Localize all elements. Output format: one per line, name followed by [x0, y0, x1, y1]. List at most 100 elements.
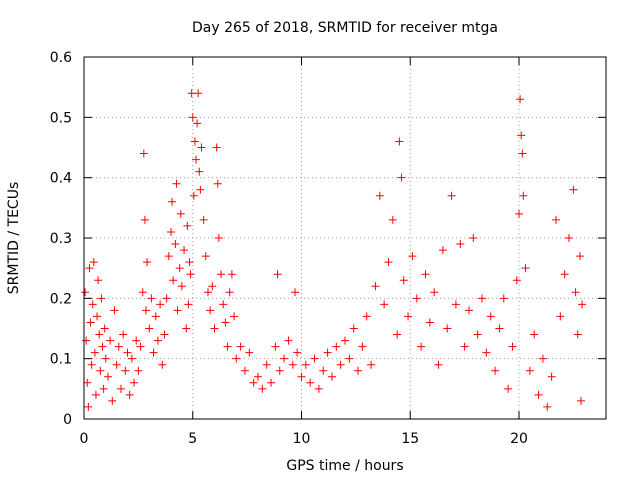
data-point [517, 131, 526, 140]
data-point [189, 191, 198, 200]
data-point [225, 288, 234, 297]
data-point [447, 191, 456, 200]
data-point [362, 312, 371, 321]
data-point [404, 312, 413, 321]
data-point [275, 366, 284, 375]
data-point [417, 342, 426, 351]
data-point [223, 342, 232, 351]
data-point [227, 270, 236, 279]
data-point [434, 360, 443, 369]
y-tick-label: 0.5 [50, 110, 72, 126]
data-point [164, 252, 173, 261]
data-point [399, 276, 408, 285]
data-point [367, 360, 376, 369]
data-point [156, 300, 165, 309]
y-axis-label: SRMTID / TECUs [6, 182, 22, 295]
data-point [473, 330, 482, 339]
data-point [100, 324, 109, 333]
data-point [456, 240, 465, 249]
data-point [297, 372, 306, 381]
data-point [499, 294, 508, 303]
data-point [425, 318, 434, 327]
data-point [86, 318, 95, 327]
data-point [149, 348, 158, 357]
data-point [81, 288, 90, 297]
data-point [119, 330, 128, 339]
x-tick-label: 5 [188, 431, 197, 447]
data-point [210, 324, 219, 333]
data-point [194, 89, 203, 98]
data-point [162, 294, 171, 303]
data-point [521, 264, 530, 273]
data-point [160, 330, 169, 339]
data-point [140, 215, 149, 224]
data-point [543, 402, 552, 411]
data-point [571, 288, 580, 297]
data-point [349, 324, 358, 333]
data-point [192, 155, 201, 164]
data-point [85, 264, 94, 273]
data-point [547, 372, 556, 381]
data-point [212, 143, 221, 152]
data-point [108, 396, 117, 405]
data-point [332, 342, 341, 351]
data-point [495, 324, 504, 333]
data-point [438, 246, 447, 255]
data-point [94, 276, 103, 285]
data-point [195, 167, 204, 176]
data-point [560, 270, 569, 279]
data-point [196, 185, 205, 194]
data-point [221, 318, 230, 327]
data-point [193, 119, 202, 128]
data-point [232, 354, 241, 363]
data-point [217, 270, 226, 279]
data-point [121, 366, 130, 375]
x-tick-label: 0 [80, 431, 89, 447]
data-point [516, 95, 525, 104]
data-point [167, 227, 175, 236]
data-point [491, 366, 500, 375]
data-point [190, 137, 199, 146]
data-point [267, 378, 276, 387]
data-point [96, 366, 105, 375]
data-point [183, 221, 192, 230]
data-point [123, 348, 132, 357]
data-point [515, 209, 523, 218]
y-tick-label: 0.3 [50, 231, 72, 247]
data-point [230, 312, 239, 321]
data-point [273, 270, 282, 279]
data-point [186, 270, 195, 279]
data-point [95, 330, 104, 339]
chart-title: Day 265 of 2018, SRMTID for receiver mtg… [192, 20, 498, 36]
data-point [327, 372, 336, 381]
data-point [99, 384, 108, 393]
data-point [504, 384, 513, 393]
data-point [578, 300, 587, 309]
data-point [134, 366, 143, 375]
y-tick-label: 0.1 [50, 352, 72, 368]
data-point [388, 215, 397, 224]
data-point [569, 185, 578, 194]
x-axis-label: GPS time / hours [286, 458, 403, 474]
data-point [219, 300, 228, 309]
data-point [397, 173, 406, 182]
data-point [201, 252, 210, 261]
data-point [93, 312, 102, 321]
data-point [565, 234, 574, 242]
data-point [354, 366, 363, 375]
data-point [147, 294, 156, 303]
data-point [254, 372, 262, 381]
data-point [421, 270, 430, 279]
data-point [301, 360, 310, 369]
data-point [182, 324, 191, 333]
data-point [168, 197, 177, 206]
data-point [106, 336, 115, 345]
data-point [519, 191, 528, 200]
data-point [375, 191, 384, 200]
data-point [271, 342, 280, 351]
data-point [280, 354, 289, 363]
data-point [173, 306, 182, 315]
x-tick-label: 15 [401, 431, 419, 447]
data-point [323, 348, 332, 357]
